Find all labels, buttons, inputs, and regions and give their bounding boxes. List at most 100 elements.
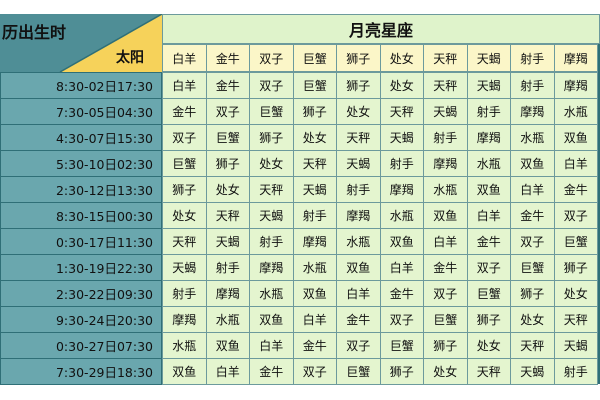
sign-cell: 水瓶 (162, 332, 207, 359)
sign-cell: 金牛 (466, 228, 511, 255)
sign-cell: 双鱼 (510, 150, 555, 177)
sign-cell: 巨蟹 (379, 332, 424, 359)
column-header: 射手 (510, 44, 555, 72)
column-header: 金牛 (205, 44, 250, 72)
sign-cell: 天秤 (336, 124, 381, 151)
sign-cell: 双子 (466, 254, 511, 281)
corner-cell (0, 14, 162, 72)
sign-cell: 摩羯 (162, 306, 207, 333)
sign-cell: 双鱼 (205, 332, 250, 359)
sign-cell: 处女 (162, 202, 207, 229)
sign-cell: 天秤 (162, 228, 207, 255)
column-header: 狮子 (336, 44, 381, 72)
column-header: 天蝎 (466, 44, 511, 72)
sign-cell: 射手 (379, 150, 424, 177)
sign-cell: 狮子 (205, 150, 250, 177)
sign-cell: 白羊 (249, 332, 294, 359)
column-header: 白羊 (162, 44, 207, 72)
sign-cell: 白羊 (466, 202, 511, 229)
sign-cell: 天秤 (205, 202, 250, 229)
sign-cell: 天蝎 (292, 176, 337, 203)
corner-sun-label: 太阳 (116, 50, 144, 66)
sign-cell: 天秤 (466, 358, 511, 385)
sign-cell: 双子 (423, 280, 468, 307)
sign-cell: 摩羯 (466, 124, 511, 151)
sign-cell: 双鱼 (379, 228, 424, 255)
sign-cell: 巨蟹 (466, 280, 511, 307)
sign-cell: 双鱼 (466, 176, 511, 203)
sign-cell: 金牛 (510, 202, 555, 229)
row-header: 7:30-05日04:30 (0, 98, 162, 125)
sign-cell: 天秤 (249, 176, 294, 203)
zodiac-table: 历出生时 太阳 月亮星座 白羊 金牛 双子 巨蟹 狮子 处女 天秤 天蝎 射手 摩羯 8:30-02… (0, 14, 600, 385)
sign-cell: 双子 (510, 228, 555, 255)
sign-cell: 白羊 (510, 176, 555, 203)
sign-cell: 水瓶 (292, 254, 337, 281)
sign-cell: 白羊 (292, 306, 337, 333)
sign-cell: 巨蟹 (249, 98, 294, 125)
sign-cell: 处女 (510, 306, 555, 333)
sign-cell: 摩羯 (249, 254, 294, 281)
column-header: 巨蟹 (292, 44, 337, 72)
sign-cell: 双子 (292, 358, 337, 385)
column-header: 天秤 (423, 44, 468, 72)
sign-cell: 巨蟹 (423, 306, 468, 333)
sign-cell: 双鱼 (423, 202, 468, 229)
row-header: 0:30-17日11:30 (0, 228, 162, 255)
sign-cell: 射手 (205, 254, 250, 281)
sign-cell: 射手 (249, 228, 294, 255)
sign-cell: 射手 (510, 72, 555, 99)
sign-cell: 金牛 (336, 306, 381, 333)
sign-cell: 射手 (466, 98, 511, 125)
sign-cell: 白羊 (205, 358, 250, 385)
sign-cell: 狮子 (336, 72, 381, 99)
sign-cell: 水瓶 (553, 98, 598, 125)
sign-cell: 金牛 (162, 98, 207, 125)
sign-cell: 天秤 (553, 306, 598, 333)
sign-cell: 巨蟹 (336, 358, 381, 385)
row-header: 8:30-02日17:30 (0, 72, 162, 99)
sign-cell: 摩羯 (379, 176, 424, 203)
sign-cell: 射手 (336, 176, 381, 203)
sign-cell: 狮子 (292, 98, 337, 125)
sign-cell: 金牛 (292, 332, 337, 359)
sign-cell: 金牛 (379, 280, 424, 307)
sign-cell: 处女 (292, 124, 337, 151)
sign-cell: 水瓶 (379, 202, 424, 229)
sign-cell: 处女 (336, 98, 381, 125)
sign-cell: 双鱼 (553, 124, 598, 151)
sign-cell: 射手 (553, 358, 598, 385)
sign-cell: 狮子 (423, 332, 468, 359)
sign-cell: 狮子 (379, 358, 424, 385)
sign-cell: 白羊 (162, 72, 207, 99)
sign-cell: 金牛 (205, 72, 250, 99)
moon-title: 月亮星座 (162, 14, 600, 44)
sign-cell: 双子 (162, 124, 207, 151)
sign-cell: 天秤 (510, 332, 555, 359)
sign-cell: 摩羯 (423, 150, 468, 177)
sign-cell: 白羊 (336, 280, 381, 307)
sign-cell: 双鱼 (292, 280, 337, 307)
corner-top-label: 历出生时 (2, 23, 67, 42)
column-header: 双子 (249, 44, 294, 72)
sign-cell: 天秤 (379, 98, 424, 125)
sign-cell: 水瓶 (336, 228, 381, 255)
sign-cell: 巨蟹 (510, 254, 555, 281)
row-header: 2:30-12日13:30 (0, 176, 162, 203)
sign-cell: 天蝎 (162, 254, 207, 281)
sign-cell: 双鱼 (249, 306, 294, 333)
sign-cell: 双子 (205, 98, 250, 125)
sign-cell: 天蝎 (379, 124, 424, 151)
sign-cell: 巨蟹 (292, 72, 337, 99)
sign-cell: 天蝎 (510, 358, 555, 385)
sign-cell: 天蝎 (205, 228, 250, 255)
sign-cell: 双子 (553, 202, 598, 229)
sign-cell: 摩羯 (510, 98, 555, 125)
sign-cell: 处女 (205, 176, 250, 203)
sign-cell: 双子 (379, 306, 424, 333)
sign-cell: 双鱼 (336, 254, 381, 281)
sign-cell: 金牛 (249, 358, 294, 385)
column-header: 摩羯 (553, 44, 598, 72)
sign-cell: 天秤 (423, 72, 468, 99)
